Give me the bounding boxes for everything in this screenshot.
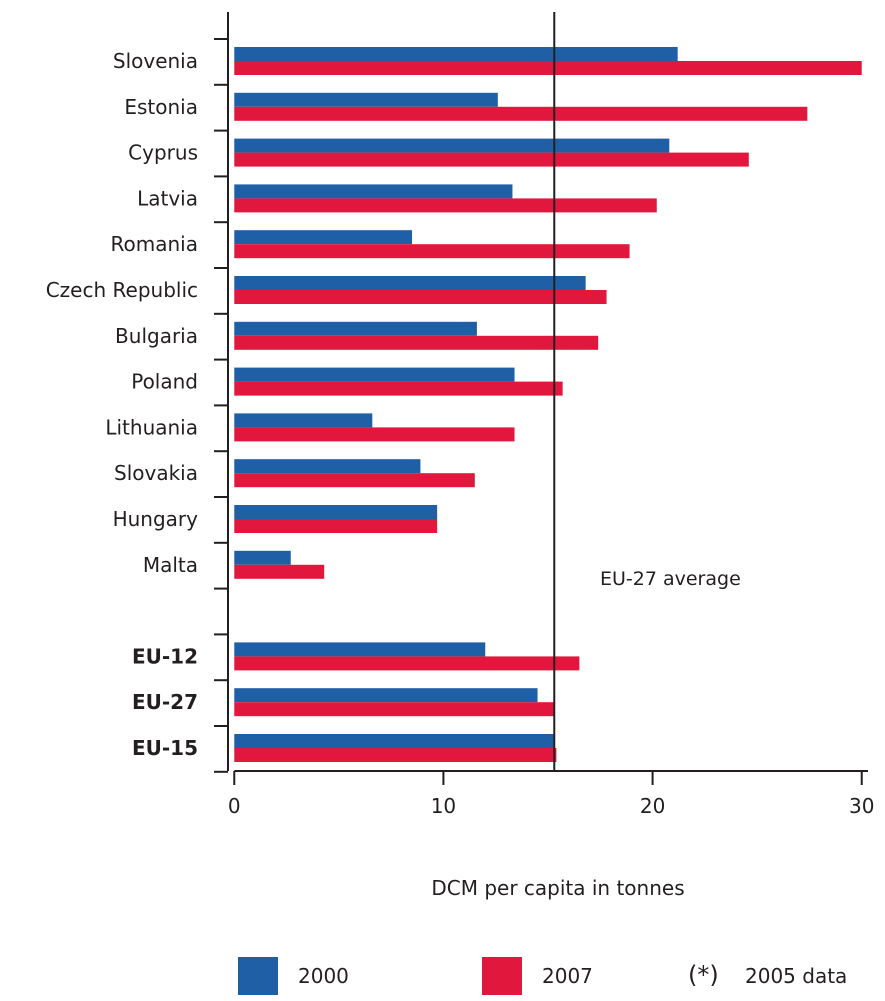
- category-label: Lithuania: [105, 415, 198, 439]
- bars-layer: [234, 47, 862, 762]
- category-label: Cyprus: [128, 141, 198, 165]
- category-labels-layer: Slovenia Estonia Cyprus Latvia Romania Czech …: [46, 49, 198, 760]
- bar-2007-latvia: [234, 198, 657, 213]
- bar-2000-poland: [234, 367, 515, 382]
- legend-note-text: 2005 data: [745, 964, 847, 988]
- legend: 2000 2007 (*) 2005 data: [238, 957, 847, 995]
- bar-2000-slovakia: [234, 459, 421, 474]
- bar-2000-malta: [234, 550, 291, 565]
- bar-2000-hungary: [234, 505, 438, 519]
- tick-labels-layer: 0 10 20 30: [228, 794, 875, 818]
- eu27-average-annotation: EU-27 average: [600, 568, 741, 590]
- bar-2007-slovenia: [234, 61, 862, 75]
- bar-2000-bulgaria: [234, 321, 477, 336]
- bar-2007-czech-republic: [234, 290, 607, 304]
- bar-2007-malta: [234, 564, 325, 579]
- category-label: EU-27: [132, 690, 198, 714]
- bar-2007-cyprus: [234, 152, 749, 167]
- bar-2000-slovenia: [234, 47, 678, 61]
- bar-2000-romania: [234, 230, 413, 245]
- x-tick-label: 20: [640, 794, 665, 818]
- bar-2000-eu-15: [234, 734, 555, 748]
- category-label: Slovakia: [114, 461, 198, 485]
- category-label: Estonia: [124, 95, 198, 119]
- x-tick-label: 0: [228, 794, 241, 818]
- category-label: Bulgaria: [115, 324, 198, 348]
- bar-2007-romania: [234, 244, 630, 259]
- bar-2007-eu-15: [234, 748, 557, 762]
- legend-note-symbol: (*): [688, 961, 719, 989]
- category-label: Poland: [131, 370, 198, 394]
- bar-2007-lithuania: [234, 427, 515, 442]
- axes-layer: [214, 12, 868, 785]
- category-label: EU-15: [132, 736, 198, 760]
- category-label: Czech Republic: [46, 278, 198, 302]
- category-label: Slovenia: [113, 49, 198, 73]
- x-tick-label: 30: [849, 794, 874, 818]
- bar-2007-eu-12: [234, 656, 580, 671]
- bar-2000-cyprus: [234, 138, 670, 153]
- category-label: EU-12: [132, 644, 198, 668]
- legend-label-2000: 2000: [298, 964, 349, 988]
- bar-2007-bulgaria: [234, 335, 599, 350]
- x-axis-title: DCM per capita in tonnes: [431, 876, 684, 900]
- bar-2000-eu-12: [234, 642, 486, 657]
- bar-2000-eu-27: [234, 688, 538, 703]
- legend-label-2007: 2007: [542, 964, 593, 988]
- category-label: Romania: [111, 232, 198, 256]
- category-label: Hungary: [113, 507, 199, 531]
- x-tick-label: 10: [431, 794, 456, 818]
- bar-2007-eu-27: [234, 702, 555, 717]
- category-label: Malta: [143, 553, 198, 577]
- bar-2000-estonia: [234, 92, 498, 107]
- bar-2007-slovakia: [234, 473, 475, 488]
- bar-2007-poland: [234, 381, 563, 396]
- bar-2000-czech-republic: [234, 276, 586, 290]
- bar-2000-lithuania: [234, 413, 373, 428]
- legend-swatch-2007: [482, 957, 522, 995]
- legend-swatch-2000: [238, 957, 278, 995]
- category-label: Latvia: [137, 186, 198, 210]
- bar-2007-estonia: [234, 106, 808, 121]
- bar-2000-latvia: [234, 184, 513, 199]
- bar-2007-hungary: [234, 519, 438, 533]
